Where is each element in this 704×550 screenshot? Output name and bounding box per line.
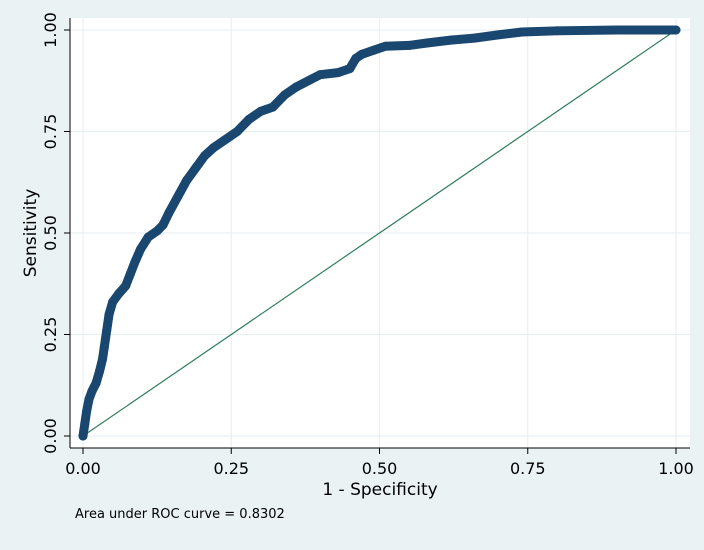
roc-point — [303, 76, 313, 86]
roc-point — [104, 309, 114, 319]
roc-point — [158, 220, 168, 230]
y-tick-label: 0.25 — [41, 317, 60, 353]
x-tick-label: 1.00 — [658, 459, 694, 478]
roc-point — [82, 407, 92, 417]
roc-point — [422, 38, 432, 48]
roc-point — [315, 70, 325, 80]
roc-point — [136, 244, 146, 254]
roc-point — [95, 366, 105, 376]
roc-point — [612, 25, 622, 35]
reference-line — [82, 29, 677, 437]
y-tick-label: 0.75 — [41, 114, 60, 150]
x-tick-label: 0.75 — [510, 459, 546, 478]
x-axis-title: 1 - Specificity — [322, 480, 437, 500]
roc-point — [182, 175, 192, 185]
roc-point — [256, 106, 266, 116]
roc-point — [152, 226, 162, 236]
x-tick-label: 0.00 — [65, 459, 101, 478]
roc-point — [333, 68, 343, 78]
roc-point — [404, 40, 414, 50]
roc-point — [78, 431, 88, 441]
roc-point — [200, 151, 210, 161]
roc-point — [220, 135, 230, 145]
roc-point — [191, 163, 201, 173]
roc-point — [173, 191, 183, 201]
ticks-layer: 0.00 0.25 0.50 0.75 1.00 0.00 0.25 0.50 0.75 1.00 — [41, 12, 694, 478]
roc-point — [357, 49, 367, 59]
y-tick-label: 1.00 — [41, 12, 60, 48]
roc-point — [345, 64, 355, 74]
roc-point — [291, 82, 301, 92]
roc-point — [208, 143, 218, 153]
roc-point — [517, 27, 527, 37]
roc-point — [99, 342, 109, 352]
roc-point — [369, 45, 379, 55]
y-tick-label: 0.00 — [41, 418, 60, 454]
y-axis-title: Sensitivity — [21, 189, 41, 278]
roc-point — [671, 25, 681, 35]
roc-point — [114, 289, 124, 299]
roc-point — [164, 208, 174, 218]
auc-annotation: Area under ROC curve = 0.8302 — [75, 507, 285, 522]
roc-point — [232, 127, 242, 136]
roc-point — [102, 325, 112, 335]
roc-point — [84, 394, 94, 404]
roc-point — [143, 232, 153, 242]
x-tick-label: 0.25 — [213, 459, 249, 478]
roc-point — [91, 378, 101, 388]
roc-point — [80, 419, 90, 429]
roc-point — [125, 269, 135, 279]
roc-point — [108, 297, 118, 307]
x-tick-label: 0.50 — [362, 459, 398, 478]
roc-point — [87, 386, 97, 396]
series-layer — [78, 25, 681, 441]
roc-point — [121, 281, 131, 291]
y-tick-label: 0.50 — [41, 215, 60, 251]
roc-point — [280, 90, 290, 100]
roc-point — [130, 256, 140, 266]
roc-point — [98, 354, 108, 364]
roc-point — [380, 41, 390, 51]
roc-point — [446, 35, 456, 45]
roc-point — [244, 114, 254, 124]
roc-point — [268, 102, 278, 112]
roc-point — [493, 30, 503, 40]
roc-point — [552, 26, 562, 36]
roc-point — [469, 33, 479, 43]
